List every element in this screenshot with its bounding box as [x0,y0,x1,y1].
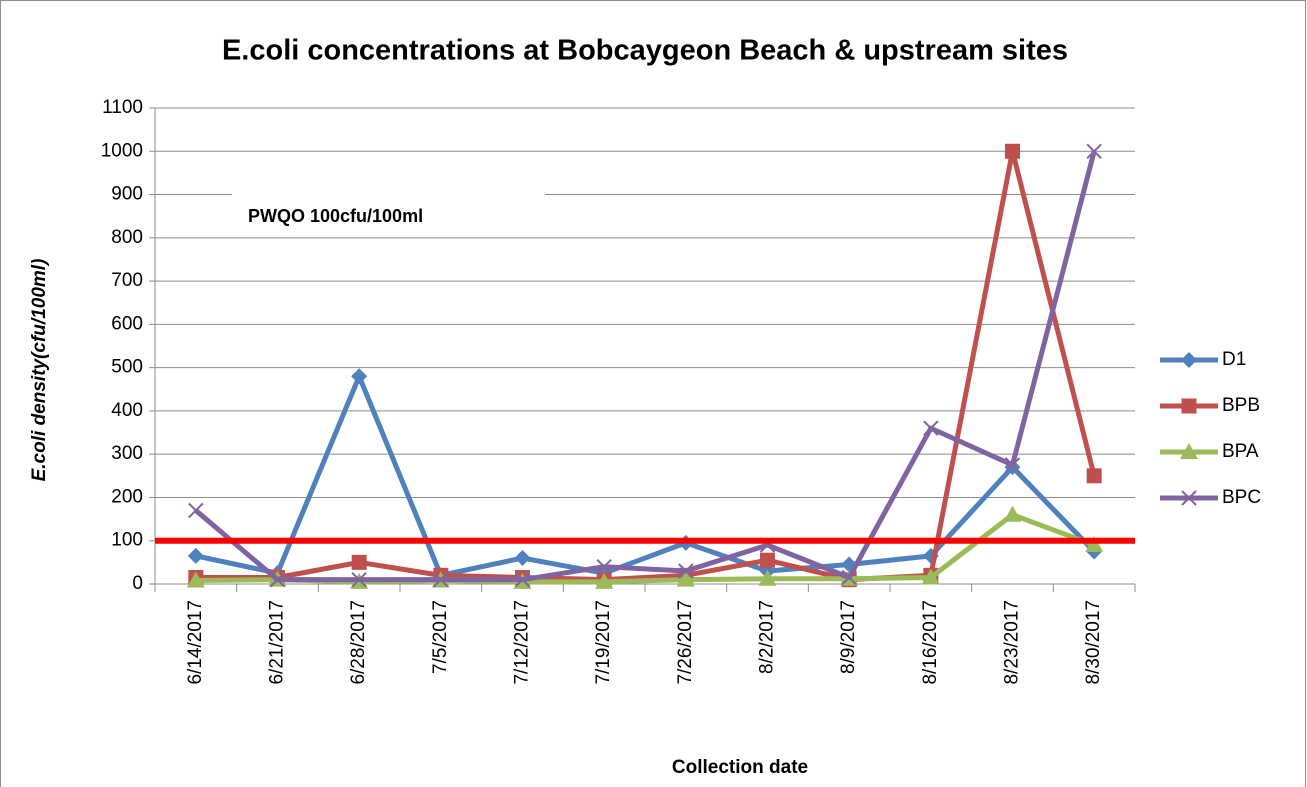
marker [1181,398,1197,414]
x-tick-label: 7/19/2017 [593,600,614,685]
x-tick-label: 6/14/2017 [185,600,206,685]
legend-label: D1 [1222,349,1246,370]
y-tick-label: 1100 [102,97,143,118]
marker [1181,352,1197,368]
y-tick-label: 100 [111,530,143,551]
x-tick-label: 6/28/2017 [348,600,369,685]
x-tick-label: 7/5/2017 [430,600,451,674]
marker [758,569,777,586]
marker [676,570,695,587]
x-tick-label: 6/21/2017 [267,600,288,685]
marker [514,571,531,588]
x-tick-label: 7/12/2017 [512,600,533,685]
x-tick-label: 8/16/2017 [920,600,941,685]
annotation-box [232,170,545,220]
marker [1180,443,1198,459]
y-tick-label: 200 [111,486,143,507]
y-tick-label: 300 [111,443,143,464]
marker [1086,468,1102,484]
marker [186,571,205,588]
y-tick-label: 900 [111,184,143,205]
legend-label: BPC [1222,487,1261,508]
y-tick-label: 400 [111,400,143,421]
y-tick-label: 500 [111,357,143,378]
series-line [195,148,1097,583]
marker [188,502,204,519]
marker [1004,457,1021,473]
marker [1086,143,1102,159]
marker [921,568,940,585]
marker [841,569,857,586]
x-tick-label: 8/2/2017 [757,600,778,674]
y-axis-label: E.coli density(cfu/100ml) [29,259,50,482]
marker [1181,490,1197,506]
marker [187,547,204,564]
marker [433,571,449,588]
marker [595,572,614,589]
legend-label: BPB [1222,395,1260,416]
y-tick-label: 1000 [101,140,143,161]
legend-label: BPA [1222,441,1259,462]
marker [269,571,286,588]
x-tick-label: 8/23/2017 [1002,600,1023,685]
marker [596,558,612,575]
marker [351,571,367,588]
y-tick-label: 600 [111,313,143,334]
x-tick-label: 8/9/2017 [838,600,859,674]
marker [923,420,939,436]
marker [514,550,531,567]
x-tick-label: 8/30/2017 [1083,600,1104,685]
marker [760,552,775,568]
y-tick-label: 700 [111,270,143,291]
marker [1005,143,1020,159]
y-tick-label: 800 [111,227,143,248]
x-axis-label: Collection date [672,757,808,778]
chart-title: E.coli concentrations at Bobcaygeon Beac… [222,35,1068,67]
marker [678,563,694,579]
marker [351,554,367,570]
annotation: PWQO 100cfu/100ml [248,206,423,226]
x-tick-label: 7/26/2017 [675,600,696,685]
marker [351,368,368,385]
series-line [194,150,1097,583]
marker [1003,505,1022,522]
series [188,143,1102,588]
y-tick-label: 0 [132,573,143,594]
marker [1085,536,1104,553]
